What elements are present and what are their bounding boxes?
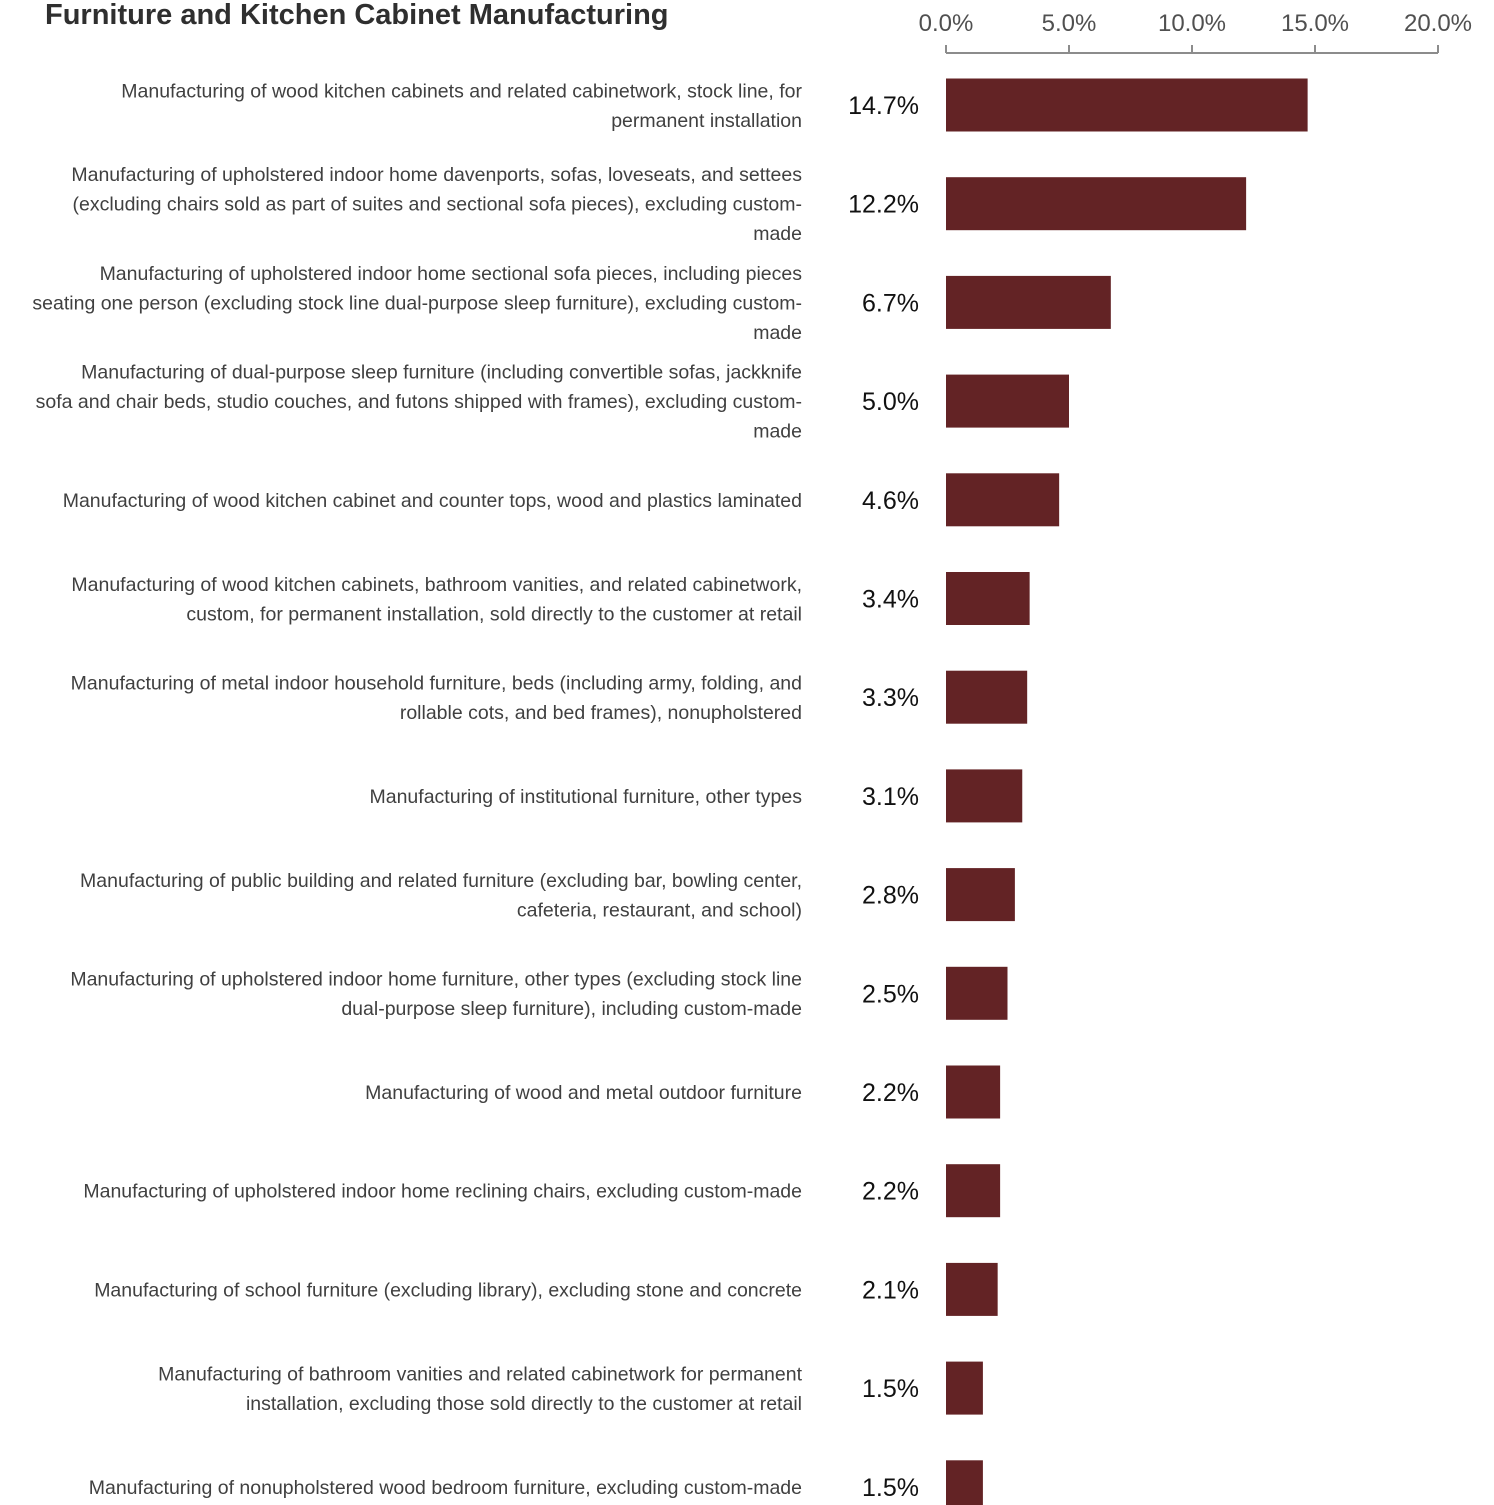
data-label: 2.5% bbox=[862, 980, 919, 1008]
category-label: Manufacturing of dual-purpose sleep furn… bbox=[36, 362, 802, 443]
category-label: Manufacturing of wood and metal outdoor … bbox=[365, 1082, 802, 1104]
category-label: Manufacturing of public building and rel… bbox=[80, 870, 802, 922]
x-tick-label: 5.0% bbox=[1042, 10, 1097, 37]
category-label-line: dual-purpose sleep furniture), including… bbox=[341, 998, 802, 1020]
category-label: Manufacturing of upholstered indoor home… bbox=[83, 1181, 802, 1203]
bar bbox=[946, 1460, 983, 1505]
data-label: 12.2% bbox=[848, 191, 919, 219]
category-label-line: rollable cots, and bed frames), nonuphol… bbox=[400, 702, 802, 724]
category-label: Manufacturing of wood kitchen cabinet an… bbox=[63, 490, 802, 512]
bar bbox=[946, 78, 1308, 132]
category-label: Manufacturing of upholstered indoor home… bbox=[70, 969, 802, 1021]
category-label-line: Manufacturing of nonupholstered wood bed… bbox=[89, 1477, 802, 1499]
category-label-line: Manufacturing of metal indoor household … bbox=[71, 672, 802, 694]
category-label-line: made bbox=[753, 322, 802, 344]
bar bbox=[946, 572, 1030, 625]
category-label: Manufacturing of wood kitchen cabinets a… bbox=[121, 80, 802, 132]
category-label-line: made bbox=[753, 223, 802, 245]
category-label-line: Manufacturing of wood kitchen cabinets a… bbox=[121, 80, 802, 102]
category-label: Manufacturing of bathroom vanities and r… bbox=[158, 1363, 802, 1415]
category-label-line: Manufacturing of institutional furniture… bbox=[370, 786, 803, 808]
bar bbox=[946, 374, 1069, 428]
category-label-line: Manufacturing of upholstered indoor home… bbox=[70, 969, 802, 991]
data-label: 2.2% bbox=[862, 1178, 919, 1206]
x-tick-label: 0.0% bbox=[919, 10, 974, 37]
category-label-line: custom, for permanent installation, sold… bbox=[186, 603, 802, 625]
bar bbox=[946, 868, 1015, 922]
category-label-line: Manufacturing of dual-purpose sleep furn… bbox=[81, 362, 802, 384]
bar bbox=[946, 1262, 998, 1316]
data-label: 2.1% bbox=[862, 1276, 919, 1304]
data-label: 3.4% bbox=[862, 586, 919, 614]
category-label-line: Manufacturing of wood and metal outdoor … bbox=[365, 1082, 802, 1104]
category-label: Manufacturing of nonupholstered wood bed… bbox=[89, 1477, 802, 1499]
chart-title: Furniture and Kitchen Cabinet Manufactur… bbox=[45, 0, 669, 31]
category-label-line: Manufacturing of upholstered indoor home… bbox=[71, 164, 802, 186]
data-label: 2.8% bbox=[862, 882, 919, 910]
category-label-line: Manufacturing of wood kitchen cabinet an… bbox=[63, 490, 802, 512]
data-label: 5.0% bbox=[862, 388, 919, 416]
category-label-line: Manufacturing of wood kitchen cabinets, … bbox=[71, 574, 802, 596]
bar bbox=[946, 1361, 983, 1415]
bar bbox=[946, 275, 1111, 329]
bar bbox=[946, 473, 1060, 527]
data-labels: 14.7% 12.2% 6.7% 5.0% 4.6% 3.4% 3.3% 3.1% 2.8% 2.… bbox=[848, 92, 919, 1502]
data-label: 4.6% bbox=[862, 487, 919, 515]
x-axis: 0.0% 5.0% 10.0% 15.0% 20.0% bbox=[919, 10, 1472, 54]
category-label-line: Manufacturing of public building and rel… bbox=[80, 870, 802, 892]
category-label: Manufacturing of wood kitchen cabinets, … bbox=[71, 574, 802, 626]
data-label: 1.5% bbox=[862, 1474, 919, 1502]
data-label: 14.7% bbox=[848, 92, 919, 120]
bar bbox=[946, 769, 1023, 823]
category-label-line: Manufacturing of school furniture (exclu… bbox=[94, 1279, 802, 1301]
x-tick-label: 20.0% bbox=[1404, 10, 1472, 37]
category-label-line: seating one person (excluding stock line… bbox=[32, 292, 802, 314]
bars bbox=[946, 78, 1308, 1505]
x-tick-label: 15.0% bbox=[1281, 10, 1349, 37]
category-label: Manufacturing of upholstered indoor home… bbox=[71, 164, 802, 245]
category-label-line: Manufacturing of upholstered indoor home… bbox=[83, 1181, 802, 1203]
bar bbox=[946, 670, 1028, 724]
data-label: 3.3% bbox=[862, 684, 919, 712]
bar bbox=[946, 1164, 1001, 1218]
data-label: 3.1% bbox=[862, 783, 919, 811]
category-label-line: Manufacturing of upholstered indoor home… bbox=[100, 263, 803, 285]
category-label: Manufacturing of metal indoor household … bbox=[71, 672, 802, 724]
category-label-line: installation, excluding those sold direc… bbox=[246, 1393, 802, 1415]
data-label: 2.2% bbox=[862, 1079, 919, 1107]
category-label-line: sofa and chair beds, studio couches, and… bbox=[36, 391, 802, 413]
bar bbox=[946, 966, 1008, 1020]
category-label: Manufacturing of upholstered indoor home… bbox=[32, 263, 802, 344]
bar bbox=[946, 1065, 1001, 1119]
category-label-line: cafeteria, restaurant, and school) bbox=[517, 899, 802, 921]
category-label: Manufacturing of institutional furniture… bbox=[370, 786, 803, 808]
category-label-line: permanent installation bbox=[611, 110, 802, 132]
bar bbox=[946, 177, 1247, 231]
data-label: 6.7% bbox=[862, 289, 919, 317]
x-tick-label: 10.0% bbox=[1158, 10, 1226, 37]
category-label-line: Manufacturing of bathroom vanities and r… bbox=[158, 1363, 802, 1385]
category-label: Manufacturing of school furniture (exclu… bbox=[94, 1279, 802, 1301]
category-label-line: made bbox=[753, 421, 802, 443]
category-labels: Manufacturing of wood kitchen cabinets a… bbox=[32, 80, 802, 1499]
category-label-line: (excluding chairs sold as part of suites… bbox=[73, 194, 802, 216]
data-label: 1.5% bbox=[862, 1375, 919, 1403]
